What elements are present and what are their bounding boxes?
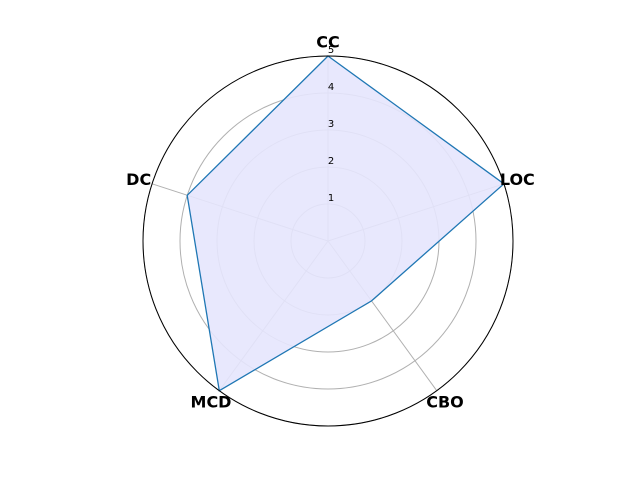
series-line: [186, 55, 505, 392]
axis-label-dc: DC: [126, 170, 151, 189]
frame-layer: [142, 55, 514, 427]
label-layer: 1 2 3 4 5CC LOC CBO MCD DC: [126, 33, 535, 412]
axis-label-loc: LOC: [500, 170, 535, 189]
axis-label-mcd: MCD: [191, 393, 232, 412]
r-tick-label-2: 2: [328, 156, 334, 167]
series-layer: [186, 55, 505, 392]
polar-frame: [142, 55, 514, 427]
axis-label-cc: CC: [316, 33, 339, 52]
r-tick-label-4: 4: [328, 82, 334, 93]
r-tick-label-3: 3: [328, 119, 334, 130]
series-area: [187, 56, 504, 391]
r-tick-label-5: 5: [328, 45, 334, 56]
axis-label-cbo: CBO: [426, 393, 464, 412]
r-tick-label-1: 1: [328, 193, 334, 204]
